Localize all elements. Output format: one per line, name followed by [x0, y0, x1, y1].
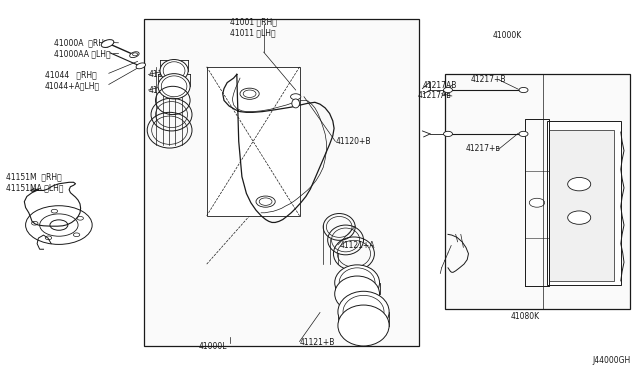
- Text: 41121+B: 41121+B: [300, 339, 335, 347]
- Text: 41000L: 41000L: [198, 342, 227, 351]
- Text: 41080K: 41080K: [510, 312, 540, 321]
- Ellipse shape: [158, 74, 190, 99]
- Circle shape: [240, 88, 259, 99]
- Text: 41120+B: 41120+B: [336, 137, 371, 146]
- Text: 41217Aʙ: 41217Aʙ: [418, 92, 452, 100]
- Ellipse shape: [338, 305, 389, 346]
- Text: 41121+A: 41121+A: [339, 241, 374, 250]
- Circle shape: [568, 211, 591, 224]
- Circle shape: [256, 196, 275, 207]
- Circle shape: [568, 177, 591, 191]
- Text: 41001 〈RH〉: 41001 〈RH〉: [230, 18, 277, 27]
- Text: 41121+A: 41121+A: [149, 70, 184, 79]
- Bar: [445, 74, 630, 309]
- Circle shape: [519, 131, 528, 137]
- Text: 41000AA 〈LH〉: 41000AA 〈LH〉: [54, 49, 111, 58]
- Ellipse shape: [101, 39, 114, 48]
- Text: 41217+ʙ: 41217+ʙ: [465, 144, 500, 153]
- Circle shape: [529, 198, 545, 207]
- Ellipse shape: [136, 63, 145, 69]
- Ellipse shape: [130, 52, 139, 58]
- Circle shape: [444, 87, 452, 93]
- Circle shape: [519, 87, 528, 93]
- Text: 41217+B: 41217+B: [470, 76, 506, 84]
- Ellipse shape: [160, 60, 188, 82]
- Text: 41121+B: 41121+B: [149, 86, 184, 94]
- Circle shape: [444, 131, 452, 137]
- Text: 41151MA 〈LH〉: 41151MA 〈LH〉: [6, 183, 64, 192]
- Text: 41044   〈RH〉: 41044 〈RH〉: [45, 70, 97, 79]
- Text: 41151M  〈RH〉: 41151M 〈RH〉: [6, 172, 62, 181]
- Ellipse shape: [335, 265, 380, 301]
- Bar: [207, 67, 300, 216]
- Text: 41000K: 41000K: [493, 31, 522, 40]
- Circle shape: [291, 94, 301, 100]
- Text: 41217AB: 41217AB: [422, 81, 457, 90]
- Bar: [547, 121, 621, 285]
- Ellipse shape: [292, 99, 300, 108]
- Ellipse shape: [338, 291, 389, 332]
- Text: 41044+A〈LH〉: 41044+A〈LH〉: [45, 81, 100, 90]
- Bar: [144, 19, 419, 346]
- Bar: [549, 130, 614, 281]
- Text: J44000GH: J44000GH: [592, 356, 630, 365]
- Ellipse shape: [335, 276, 380, 312]
- Text: 41000A  〈RH〉: 41000A 〈RH〉: [54, 38, 109, 47]
- Text: 41011 〈LH〉: 41011 〈LH〉: [230, 28, 276, 37]
